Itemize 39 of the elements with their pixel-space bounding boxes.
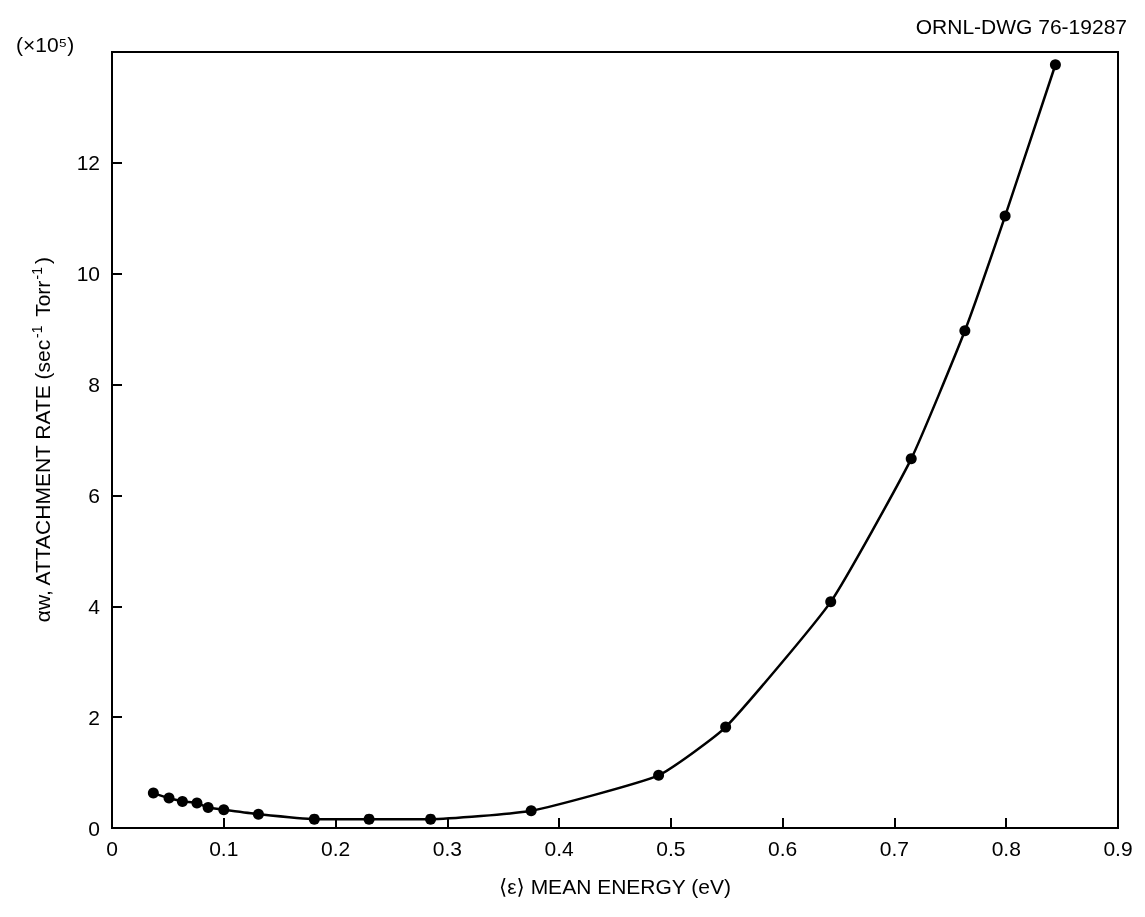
x-tick-label: 0.3 xyxy=(432,837,462,860)
x-axis-title: ⟨ε⟩ MEAN ENERGY (eV) xyxy=(499,875,731,898)
x-tick-label: 0.9 xyxy=(1103,837,1133,860)
point xyxy=(653,769,665,781)
point xyxy=(905,453,917,465)
point xyxy=(363,813,375,825)
y-tick-label: 10 xyxy=(76,262,100,286)
point xyxy=(163,792,175,804)
point xyxy=(252,808,264,820)
point xyxy=(191,797,203,809)
x-tick-label: 0.1 xyxy=(209,837,239,860)
x-tick-label: 0.5 xyxy=(656,837,686,860)
text: (×10⁵) xyxy=(16,33,75,56)
point xyxy=(525,805,537,817)
y-tick-label: 6 xyxy=(88,483,100,507)
y-axis-title: αw, ATTACHMENT RATE (sec-1 Torr-1) xyxy=(29,257,54,623)
x-tick-label: 0 xyxy=(106,837,118,860)
x-tick-label: 0.2 xyxy=(320,837,351,860)
y-tick-label: 4 xyxy=(88,594,101,618)
y-tick-label: 0 xyxy=(88,816,100,840)
x-tick-label: 0.6 xyxy=(768,837,798,860)
point xyxy=(959,325,971,337)
point xyxy=(308,813,320,825)
y-tick-label: 12 xyxy=(76,151,100,175)
point xyxy=(999,210,1011,222)
point xyxy=(176,795,188,807)
x-tick-label: 0.7 xyxy=(879,837,910,860)
point xyxy=(825,596,837,608)
point xyxy=(218,804,230,816)
text: ORNL-DWG 76-19287 xyxy=(915,15,1128,38)
point xyxy=(720,721,732,733)
point xyxy=(202,801,214,813)
point xyxy=(425,813,437,825)
x-tick-label: 0.8 xyxy=(991,837,1021,860)
point xyxy=(147,787,159,799)
x-tick-label: 0.4 xyxy=(544,837,575,860)
point xyxy=(1049,59,1061,71)
y-tick-label: 8 xyxy=(88,373,100,397)
y-tick-label: 2 xyxy=(88,705,100,729)
